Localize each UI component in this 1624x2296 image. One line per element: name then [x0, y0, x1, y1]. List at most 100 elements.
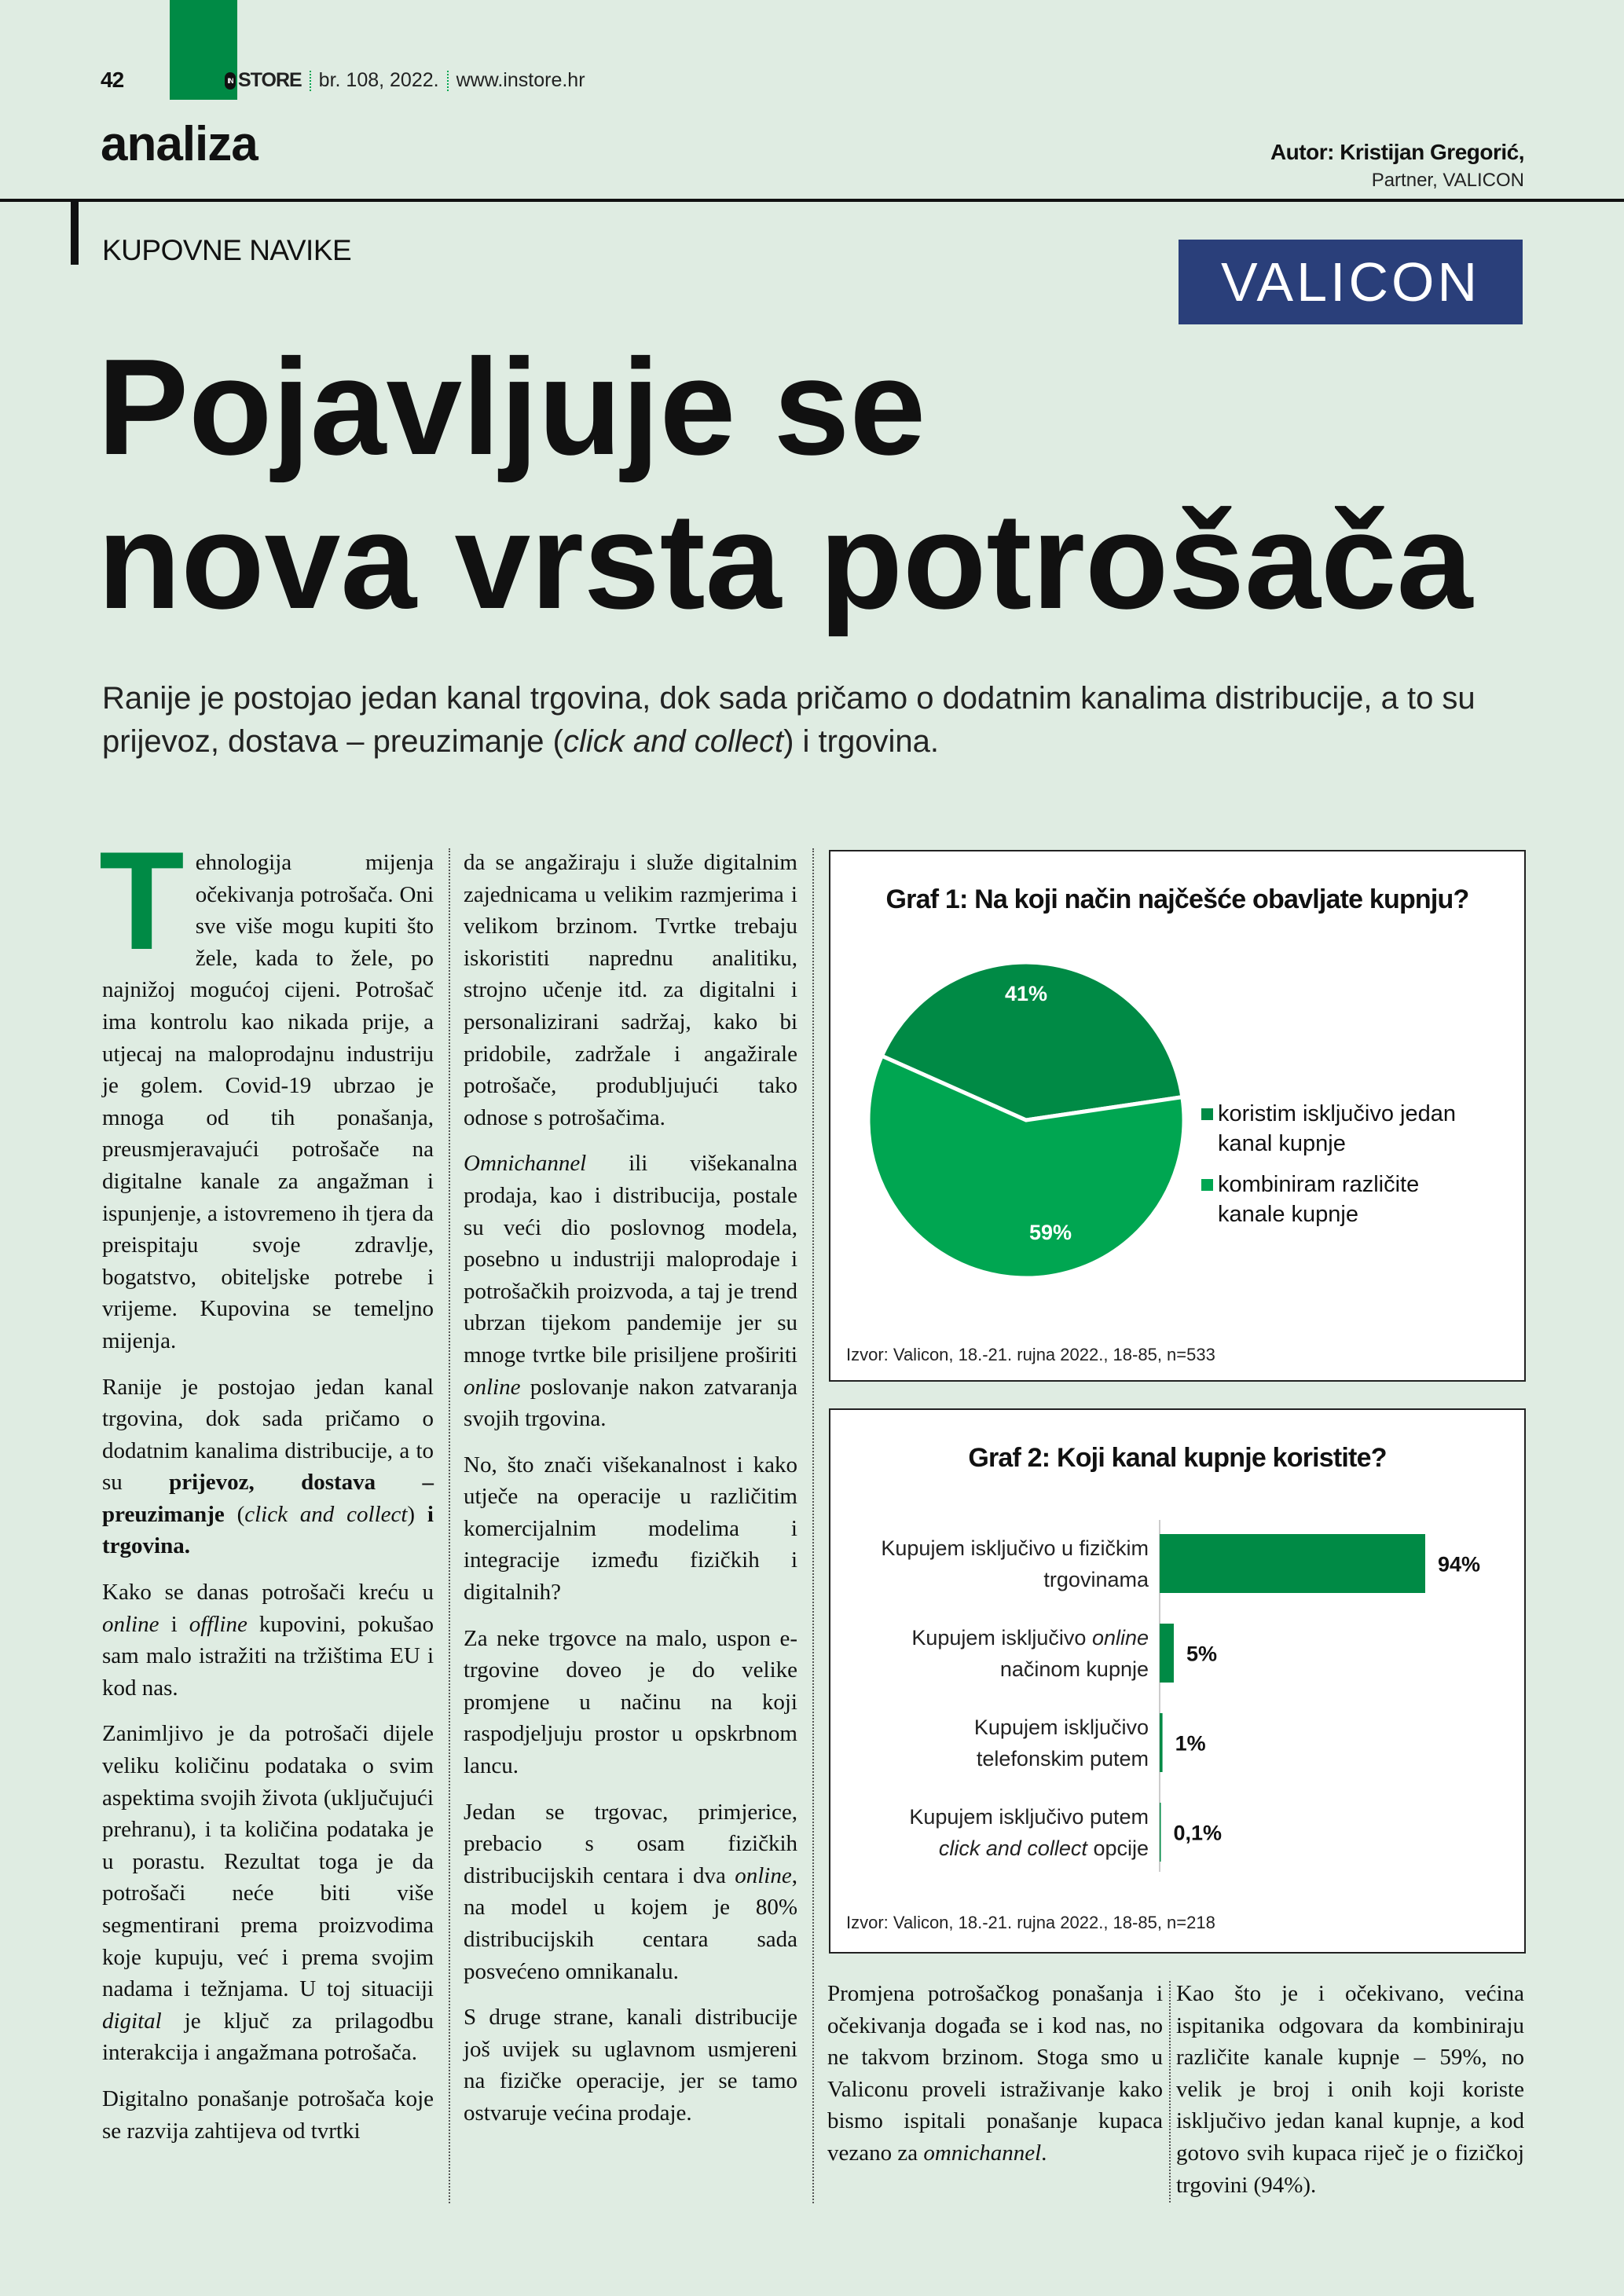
text-run: Kupujem isključivo — [911, 1625, 1092, 1650]
text-run: kupovini, pokušao sam malo istražiti na … — [102, 1611, 434, 1701]
logo-text: STORE — [238, 69, 302, 91]
bar-chart-graf-2: Graf 2: Koji kanal kupnje koristite? 94%… — [829, 1408, 1526, 1954]
bar — [1160, 1713, 1163, 1772]
paragraph: Ranije je postojao jedan kanal trgovina,… — [102, 1371, 434, 1563]
bar — [1160, 1534, 1425, 1593]
kicker: KUPOVNE NAVIKE — [102, 234, 352, 266]
italic-text: offline — [189, 1611, 247, 1637]
text-run: načinom kupnje — [999, 1657, 1149, 1681]
chart-title: Graf 2: Koji kanal kupnje koristite? — [968, 1443, 1387, 1473]
valicon-logo: VALICON — [1179, 240, 1523, 324]
text-run: Zanimljivo je da potrošači dijele veliku… — [102, 1721, 434, 2002]
article-column-2: da se angažiraju i služe digitalnim zaje… — [464, 847, 797, 2144]
pie-slice — [866, 1053, 1186, 1280]
paragraph: Omnichannel ili višekanalna prodaja, kao… — [464, 1148, 797, 1434]
pie-chart-graf-1: Graf 1: Na koji način najčešće obavljate… — [829, 850, 1526, 1382]
text-run: Digitalno ponašanje potrošača koje se ra… — [102, 2085, 434, 2144]
website-link[interactable]: www.instore.hr — [456, 69, 585, 91]
bar-value-label: 5% — [1186, 1642, 1217, 1666]
lead-paragraph: Ranije je postojao jedan kanal trgovina,… — [102, 677, 1516, 764]
headline-line: Pojavljuje se — [97, 330, 926, 483]
drop-cap: T — [99, 822, 185, 979]
legend-item: kombiniram različite kanale kupnje — [1201, 1170, 1477, 1229]
italic-text: online — [735, 1862, 792, 1888]
column-divider — [449, 848, 450, 2203]
italic-text: Omnichannel — [464, 1151, 587, 1177]
divider — [309, 70, 311, 91]
italic-text: omnichannel — [923, 2140, 1042, 2166]
author-role: Partner, VALICON — [1371, 170, 1524, 191]
text-run: ehnologija mijenja očekivanja potrošača.… — [102, 850, 434, 1353]
legend-swatch — [1201, 1179, 1213, 1191]
pie-slice — [879, 960, 1185, 1122]
text-run: Kupujem isključivo — [973, 1715, 1149, 1739]
text-run: Kupujem isključivo u fizičkim — [881, 1536, 1149, 1560]
bar-svg: 94% 5% 1% 0,1% — [1159, 1520, 1480, 1872]
text-run: . — [1041, 2140, 1047, 2166]
masthead: IN STORE br. 108, 2022. www.instore.hr — [225, 69, 585, 92]
text-run: opcije — [1087, 1836, 1149, 1860]
text-run: Kao što je i očekivano, većina ispitanik… — [1176, 1981, 1524, 2198]
italic-text: online — [1091, 1625, 1149, 1650]
text-run: telefonskim putem — [976, 1746, 1149, 1771]
legend-item: koristim isključivo jedan kanal kupnje — [1201, 1099, 1477, 1159]
text-run: Kako se danas potrošači kreću u — [102, 1580, 434, 1606]
column-divider — [812, 848, 814, 2203]
text-run: trgovinama — [1043, 1567, 1149, 1591]
bold-text: prijevoz, dostava – preuzimanje — [102, 1470, 434, 1527]
slice-label: 59% — [1029, 1221, 1072, 1244]
paragraph: ehnologija mijenja očekivanja potrošača.… — [102, 847, 434, 1357]
paragraph: da se angažiraju i služe digitalnim zaje… — [464, 847, 797, 1133]
paragraph: Jedan se trgovac, primjerice, prebacio s… — [464, 1796, 797, 1988]
text-run: No, što znači višekanalnost i kako utječ… — [464, 1452, 797, 1606]
paragraph: S druge strane, kanali distribucije još … — [464, 2001, 797, 2129]
instore-logo: IN STORE — [225, 69, 302, 92]
text-run: Kupujem isključivo putem — [909, 1804, 1149, 1829]
bar-value-label: 94% — [1438, 1553, 1480, 1576]
bar-category-label: Kupujem isključivo online načinom kupnje — [911, 1622, 1149, 1685]
text-run: je ključ za prilagodbu interakcija i ang… — [102, 2008, 434, 2066]
author-name: Autor: Kristijan Gregorić, — [1270, 140, 1525, 164]
text-run: ili višekanalna prodaja, kao i distribuc… — [464, 1151, 797, 1368]
article-column-1: T ehnologija mijenja očekivanja potrošač… — [99, 822, 434, 2161]
paragraph: Za neke trgovce na malo, uspon e-trgovin… — [464, 1623, 797, 1782]
legend-swatch — [1201, 1108, 1213, 1120]
italic-text: click and collect — [563, 724, 784, 759]
bar — [1160, 1624, 1174, 1683]
text-run: Za neke trgovce na malo, uspon e-trgovin… — [464, 1625, 797, 1779]
chart-source: Izvor: Valicon, 18.-21. rujna 2022., 18-… — [846, 1345, 1215, 1364]
headline: Pojavljuje se nova vrsta potrošača — [97, 330, 1472, 638]
section-title: analiza — [101, 117, 258, 171]
chart-title: Graf 1: Na koji način najčešće obavljate… — [885, 884, 1470, 914]
text-run: Promjena potrošačkog ponašanja i očekiva… — [827, 1981, 1163, 2166]
header-rule — [0, 199, 1624, 202]
text-run: ) — [407, 1501, 427, 1527]
chart-legend: koristim isključivo jedan kanal kupnje k… — [1201, 1099, 1477, 1240]
text-run: ) i trgovina. — [783, 724, 939, 759]
column-divider — [1169, 1981, 1171, 2203]
bar-category-label: Kupujem isključivo u fizičkim trgovinama — [881, 1532, 1149, 1595]
text-run: S druge strane, kanali distribucije još … — [464, 2005, 797, 2126]
paragraph: No, što znači višekanalnost i kako utječ… — [464, 1449, 797, 1609]
page-number: 42 — [101, 68, 124, 92]
bar-category-label: Kupujem isključivo telefonskim putem — [974, 1712, 1149, 1774]
bar-category-label: Kupujem isključivo putem click and collec… — [909, 1801, 1149, 1864]
divider — [446, 70, 449, 91]
article-column-3: Promjena potrošačkog ponašanja i očekiva… — [827, 1978, 1163, 2184]
text-run: Ranije je postojao jedan kanal trgovina,… — [102, 1374, 434, 1496]
text-run: poslovanje nakon zatvaranja svojih trgov… — [464, 1374, 797, 1432]
text-run: Ranije je postojao jedan kanal trgovina,… — [102, 681, 1476, 759]
paragraph: Digitalno ponašanje potrošača koje se ra… — [102, 2083, 434, 2147]
bar-value-label: 0,1% — [1174, 1822, 1223, 1845]
legend-label: koristim isključivo jedan kanal kupnje — [1218, 1101, 1456, 1156]
italic-text: online — [102, 1611, 159, 1637]
headline-line: nova vrsta potrošača — [97, 484, 1473, 637]
slice-label: 41% — [1005, 982, 1047, 1005]
author-byline: Autor: Kristijan Gregorić, Partner, VALI… — [1270, 140, 1525, 192]
italic-text: digital — [102, 2008, 162, 2034]
article-column-4: Kao što je i očekivano, većina ispitanik… — [1176, 1978, 1524, 2215]
logo-badge: IN — [225, 71, 236, 90]
text-run: i — [159, 1611, 189, 1637]
bar — [1160, 1803, 1161, 1862]
italic-text: online — [464, 1374, 521, 1400]
